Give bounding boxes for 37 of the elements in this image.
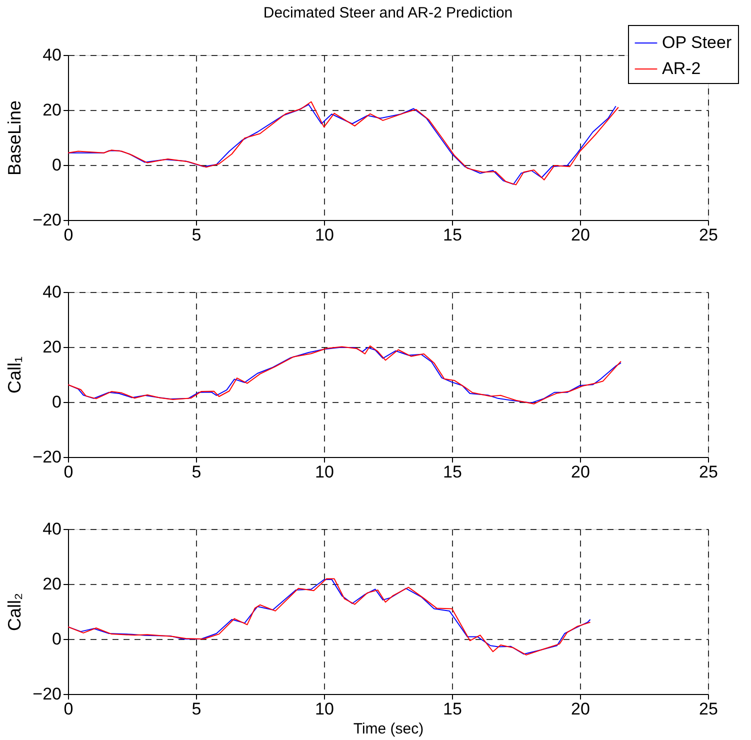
x-tick-label: 15 [443, 462, 462, 482]
y-tick-label: 0 [52, 392, 62, 412]
x-tick-label: 5 [192, 462, 202, 482]
y-tick-label: 0 [52, 156, 62, 174]
y-axis-title: BaseLine [4, 100, 25, 176]
y-tick-label: 40 [42, 282, 62, 302]
x-tick-label: 10 [315, 700, 334, 718]
y-tick-label: 40 [42, 520, 62, 538]
x-tick-label: 10 [315, 226, 334, 244]
x-tick-label: 25 [699, 700, 718, 718]
x-tick-label: 10 [315, 462, 334, 482]
y-tick-label: 20 [42, 100, 62, 120]
x-tick-label: 25 [699, 462, 718, 482]
x-tick-label: 15 [443, 700, 462, 718]
legend-label: OP Steer [662, 33, 732, 52]
y-tick-label: 40 [42, 46, 62, 64]
y-axis-title: Call₁ [4, 356, 25, 394]
x-tick-label: 20 [571, 700, 590, 718]
x-tick-label: 0 [64, 226, 74, 244]
x-tick-label: 25 [699, 226, 718, 244]
legend-label: AR-2 [662, 59, 701, 78]
x-axis-title: Time (sec) [353, 720, 424, 738]
y-tick-label: −20 [32, 684, 62, 704]
y-tick-label: 20 [42, 574, 62, 594]
x-tick-label: 5 [192, 700, 202, 718]
y-tick-label: 0 [52, 630, 62, 648]
x-tick-label: 0 [64, 700, 74, 718]
y-tick-label: 20 [42, 338, 62, 356]
x-tick-label: 20 [571, 462, 590, 482]
y-axis-title: Call₂ [4, 592, 25, 631]
y-tick-label: −20 [32, 448, 62, 466]
x-tick-label: 15 [443, 226, 462, 244]
x-tick-label: 0 [64, 462, 74, 482]
y-tick-label: −20 [32, 210, 62, 230]
x-tick-label: 20 [571, 226, 590, 244]
chart-title: Decimated Steer and AR-2 Prediction [263, 4, 513, 22]
x-tick-label: 5 [192, 226, 202, 244]
